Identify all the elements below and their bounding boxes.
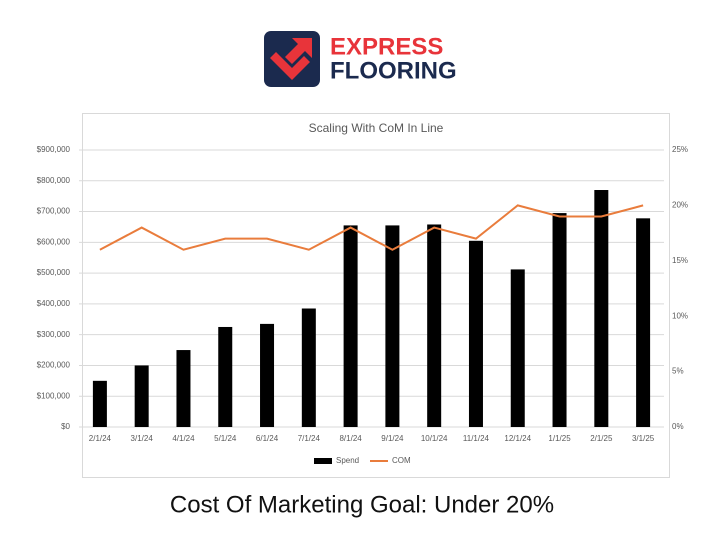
x-tick-label: 1/1/25 [548,434,571,443]
bar [385,225,400,427]
y-tick-label: $100,000 [37,391,71,400]
legend-label: COM [392,456,411,465]
y2-tick-label: 25% [672,145,688,154]
y2-tick-label: 15% [672,256,688,265]
caption: Cost Of Marketing Goal: Under 20% [170,491,554,518]
bar [260,323,275,427]
y2-tick-label: 20% [672,201,688,210]
y-tick-label: $400,000 [37,299,71,308]
logo-text: EXPRESS [330,33,443,60]
y-tick-label: $300,000 [37,330,71,339]
bar [636,218,651,427]
bar [552,213,567,427]
x-tick-label: 10/1/24 [421,434,448,443]
x-tick-label: 4/1/24 [172,434,195,443]
x-tick-label: 2/1/24 [89,434,112,443]
chart-title: Scaling With CoM In Line [309,121,444,135]
legend-swatch [314,458,332,464]
x-tick-label: 2/1/25 [590,434,613,443]
bar [510,269,525,427]
y2-tick-label: 0% [672,422,684,431]
x-tick-label: 9/1/24 [381,434,404,443]
bar [594,190,609,427]
x-tick-label: 7/1/24 [298,434,321,443]
bar [343,225,358,427]
bar [218,326,233,427]
y2-tick-label: 10% [672,311,688,320]
chart-frame [82,113,670,478]
x-tick-label: 3/1/25 [632,434,655,443]
y-tick-label: $700,000 [37,207,71,216]
x-tick-label: 3/1/24 [131,434,154,443]
legend-label: Spend [336,456,359,465]
y-tick-label: $900,000 [37,145,71,154]
y-tick-label: $200,000 [37,361,71,370]
bar [468,240,483,427]
x-tick-label: 5/1/24 [214,434,237,443]
logo-text: FLOORING [330,57,457,84]
x-tick-label: 12/1/24 [504,434,531,443]
bar [427,224,442,427]
bar [301,308,316,427]
logo: EXPRESS FLOORING [264,31,457,87]
x-tick-label: 8/1/24 [339,434,362,443]
y-tick-label: $800,000 [37,176,71,185]
y-tick-label: $500,000 [37,268,71,277]
y-tick-label: $0 [61,422,70,431]
plot: $0 $100,000 $200,000 $300,000 $400,000 $500,0… [37,145,688,465]
bar [176,350,191,427]
x-tick-label: 6/1/24 [256,434,279,443]
y2-tick-label: 5% [672,367,684,376]
x-tick-label: 11/1/24 [463,434,490,443]
bar [92,380,107,427]
y-tick-label: $600,000 [37,237,71,246]
line [99,204,644,251]
logo-chevron [270,52,310,80]
bar [134,365,149,427]
logo-arrow [285,38,312,64]
